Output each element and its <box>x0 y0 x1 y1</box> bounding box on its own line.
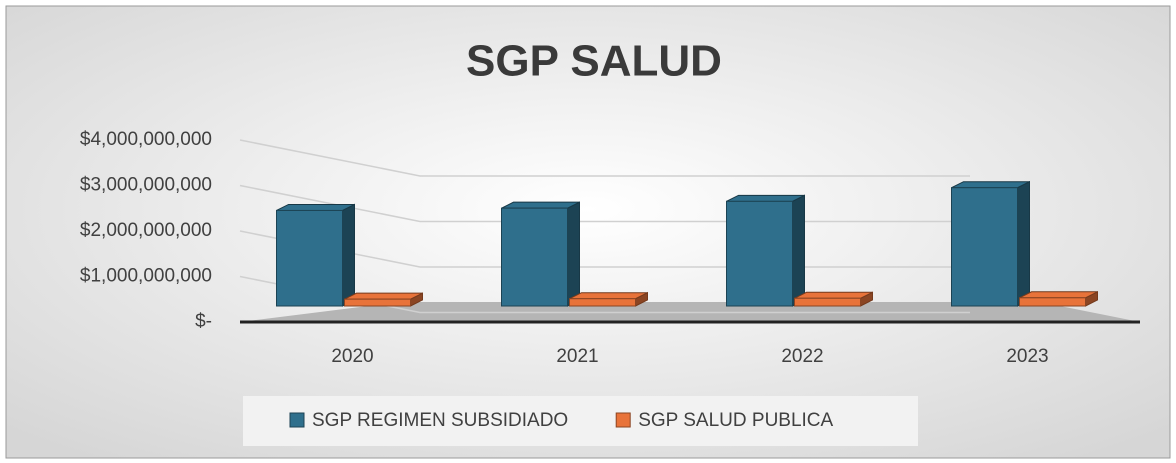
bar <box>276 209 343 307</box>
bar-side <box>1017 180 1030 307</box>
y-tick-label: $3,000,000,000 <box>80 175 212 196</box>
bar-top <box>726 194 805 202</box>
bar <box>951 187 1018 307</box>
y-tick-label: $2,000,000,000 <box>80 220 212 241</box>
bar <box>794 297 861 307</box>
bar-top <box>276 203 355 211</box>
grid-line <box>239 139 970 177</box>
legend-label: SGP REGIMEN SUBSIDIADO <box>312 410 568 431</box>
legend-label: SGP SALUD PUBLICA <box>638 410 833 431</box>
bar-top <box>501 201 580 209</box>
y-tick-label: $1,000,000,000 <box>80 266 212 287</box>
x-tick-label: 2020 <box>331 346 373 367</box>
bar <box>569 298 636 307</box>
y-tick-label: $- <box>195 311 212 332</box>
bar <box>1019 297 1086 307</box>
legend-box <box>243 396 918 446</box>
legend-swatch <box>289 412 305 428</box>
bar-top <box>1019 291 1098 299</box>
bar-side <box>342 203 355 307</box>
bar-side <box>792 194 805 307</box>
y-tick-label: $4,000,000,000 <box>80 129 212 150</box>
chart-title: SGP SALUD <box>466 37 722 86</box>
bar <box>501 207 568 307</box>
bar-top <box>569 292 648 300</box>
bar-top <box>951 181 1030 189</box>
bar-top <box>344 292 423 300</box>
bar-top <box>794 291 873 299</box>
x-tick-label: 2021 <box>556 346 598 367</box>
x-tick-label: 2022 <box>781 346 823 367</box>
bar-side <box>567 201 580 307</box>
bar <box>726 200 793 307</box>
x-tick-label: 2023 <box>1006 346 1048 367</box>
bar <box>344 298 411 307</box>
legend-swatch <box>615 412 631 428</box>
